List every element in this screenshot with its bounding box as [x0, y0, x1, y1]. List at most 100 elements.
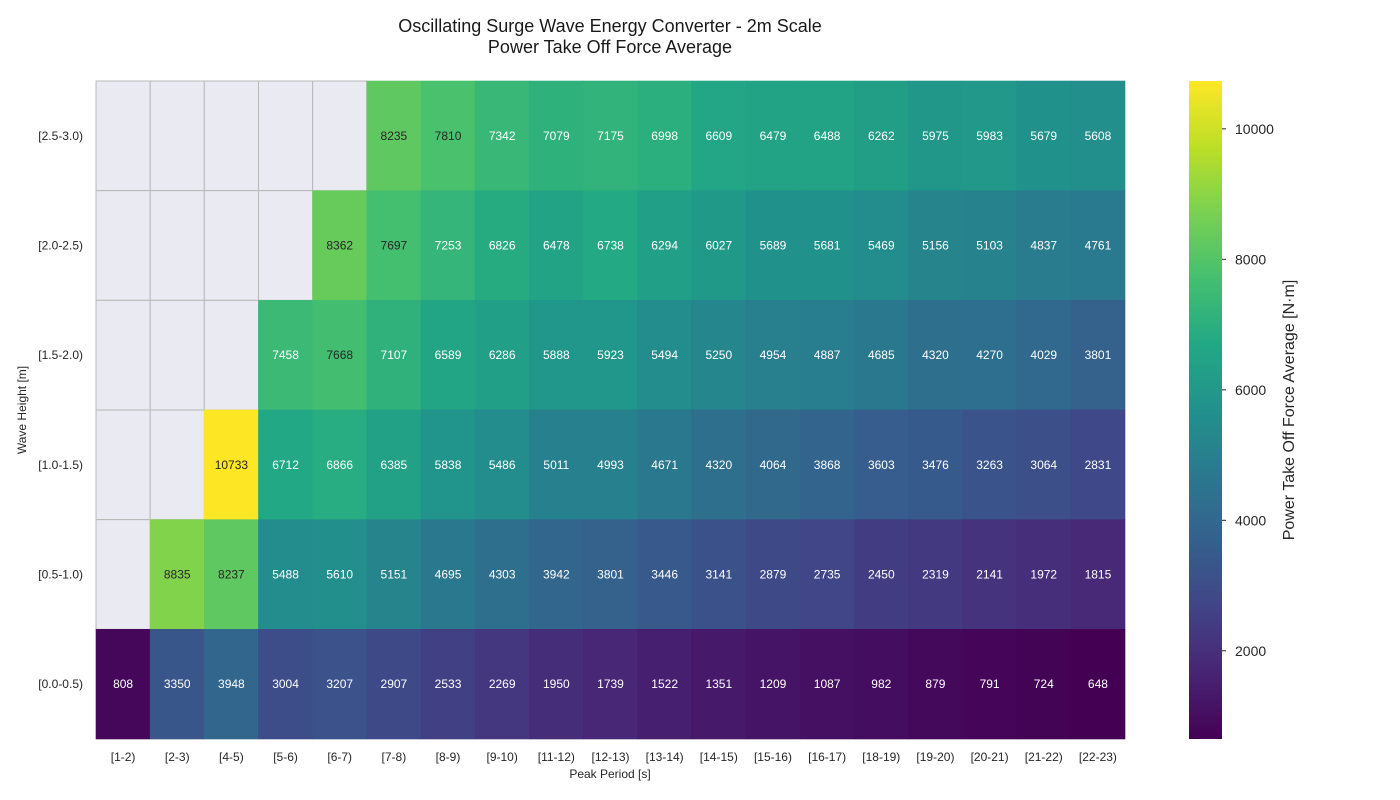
heatmap-cell — [528, 190, 584, 301]
heatmap-cell — [691, 519, 747, 630]
x-tick-label: [7-8) — [382, 750, 407, 764]
heatmap-cell-value: 6609 — [705, 129, 732, 143]
heatmap-cell — [908, 629, 963, 740]
heatmap-cell — [1016, 519, 1072, 630]
heatmap-cell-value: 3801 — [1085, 348, 1112, 362]
heatmap-cell-value: 7810 — [435, 129, 462, 143]
heatmap-cell-value: 4993 — [597, 458, 624, 472]
heatmap-cell — [853, 190, 909, 301]
heatmap-cell — [583, 80, 638, 191]
heatmap-cell-value: 6478 — [543, 239, 570, 253]
heatmap-cell-value: 5923 — [597, 348, 624, 362]
heatmap-cell-empty — [312, 80, 368, 192]
heatmap-cell-value: 6826 — [489, 239, 516, 253]
heatmap-cell-value: 4064 — [760, 458, 787, 472]
heatmap-cell-value: 3942 — [543, 568, 570, 582]
heatmap-cell — [1016, 409, 1072, 520]
heatmap-cell-value: 1209 — [760, 677, 787, 691]
heatmap-cell-value: 3350 — [164, 677, 191, 691]
x-axis-label: Peak Period [s] — [569, 767, 650, 781]
heatmap-cell-value: 4761 — [1085, 239, 1112, 253]
x-tick-label: [8-9) — [436, 750, 461, 764]
heatmap-cell-value: 10733 — [215, 458, 249, 472]
heatmap-cell-value: 8235 — [381, 129, 408, 143]
heatmap-cell-value: 7253 — [435, 239, 462, 253]
x-tick-label: [9-10) — [487, 750, 518, 764]
heatmap-cell-value: 3207 — [326, 677, 353, 691]
x-tick-label: [5-6) — [273, 750, 298, 764]
heatmap-cell-value: 3263 — [976, 458, 1003, 472]
heatmap-cell-value: 7079 — [543, 129, 570, 143]
heatmap-cell — [420, 190, 476, 301]
heatmap-cell — [204, 519, 259, 630]
heatmap-cell — [691, 409, 747, 520]
heatmap-cell-value: 4695 — [435, 568, 462, 582]
heatmap-cell-value: 648 — [1088, 677, 1108, 691]
heatmap-cell-value: 4671 — [651, 458, 678, 472]
heatmap-cell-value: 7668 — [326, 348, 353, 362]
heatmap-cell-value: 5011 — [543, 458, 569, 472]
heatmap-cell-value: 3801 — [597, 568, 624, 582]
heatmap-cell-value: 5151 — [381, 568, 408, 582]
x-tick-label: [14-15) — [700, 750, 738, 764]
heatmap-cell-value: 3476 — [922, 458, 949, 472]
heatmap-cell-empty — [95, 299, 151, 411]
heatmap-cell-empty — [203, 80, 259, 192]
heatmap-cell — [637, 190, 693, 301]
heatmap-cell-value: 7458 — [272, 348, 299, 362]
heatmap-cell — [908, 519, 963, 630]
heatmap-cell-value: 4029 — [1030, 348, 1057, 362]
heatmap-cell-value: 3141 — [705, 568, 732, 582]
heatmap-cell — [637, 519, 693, 630]
heatmap-cell — [583, 190, 638, 301]
heatmap-cell — [366, 629, 422, 740]
heatmap-cell — [312, 190, 368, 301]
heatmap-cell — [691, 190, 747, 301]
heatmap-cell — [366, 519, 422, 630]
heatmap-cell-value: 2269 — [489, 677, 516, 691]
heatmap-cell-value: 4320 — [705, 458, 732, 472]
x-tick-label: [2-3) — [165, 750, 190, 764]
y-tick-label: [2.0-2.5) — [38, 239, 83, 253]
heatmap-cell — [745, 190, 801, 301]
heatmap-cell-value: 2735 — [814, 568, 841, 582]
heatmap-cell-value: 5681 — [814, 239, 841, 253]
heatmap-cell-empty — [95, 190, 151, 301]
heatmap-cell — [583, 409, 638, 520]
heatmap-cell-value: 724 — [1034, 677, 1054, 691]
heatmap-cell-value: 6738 — [597, 239, 624, 253]
heatmap-cell — [637, 300, 693, 411]
heatmap-cell — [366, 190, 422, 301]
heatmap-cell — [204, 629, 259, 740]
heatmap-cell-value: 2141 — [976, 568, 1003, 582]
heatmap-cell-value: 3064 — [1030, 458, 1057, 472]
x-tick-label: [11-12) — [538, 750, 575, 764]
x-tick-label: [21-22) — [1025, 750, 1063, 764]
heatmap-cell-value: 5975 — [922, 129, 949, 143]
heatmap-cell-value: 2533 — [435, 677, 462, 691]
heatmap-cell-value: 2450 — [868, 568, 895, 582]
colorbar-tick-label: 2000 — [1235, 643, 1266, 659]
heatmap-cell-value: 1522 — [651, 677, 678, 691]
heatmap-cell-value: 6712 — [272, 458, 299, 472]
heatmap-cell — [258, 409, 313, 520]
heatmap-cell-value: 4303 — [489, 568, 516, 582]
heatmap-cell-value: 808 — [113, 677, 133, 691]
heatmap-cell-value: 5679 — [1030, 129, 1057, 143]
heatmap-cell-empty — [203, 299, 259, 411]
heatmap-cell-value: 5838 — [435, 458, 462, 472]
heatmap-cell — [637, 629, 693, 740]
heatmap-cell — [420, 629, 476, 740]
heatmap-cell-value: 1087 — [814, 677, 841, 691]
heatmap-cell-value: 3868 — [814, 458, 841, 472]
heatmap-cell-empty — [203, 190, 259, 301]
heatmap-cell-value: 5608 — [1085, 129, 1112, 143]
heatmap-cell — [204, 409, 259, 520]
heatmap-cell-value: 4320 — [922, 348, 949, 362]
heatmap-cell — [691, 629, 747, 740]
heatmap-cell-empty — [95, 519, 151, 630]
heatmap-cell-value: 6589 — [435, 348, 462, 362]
heatmap-cell-value: 6027 — [705, 239, 732, 253]
heatmap-cell — [745, 300, 801, 411]
